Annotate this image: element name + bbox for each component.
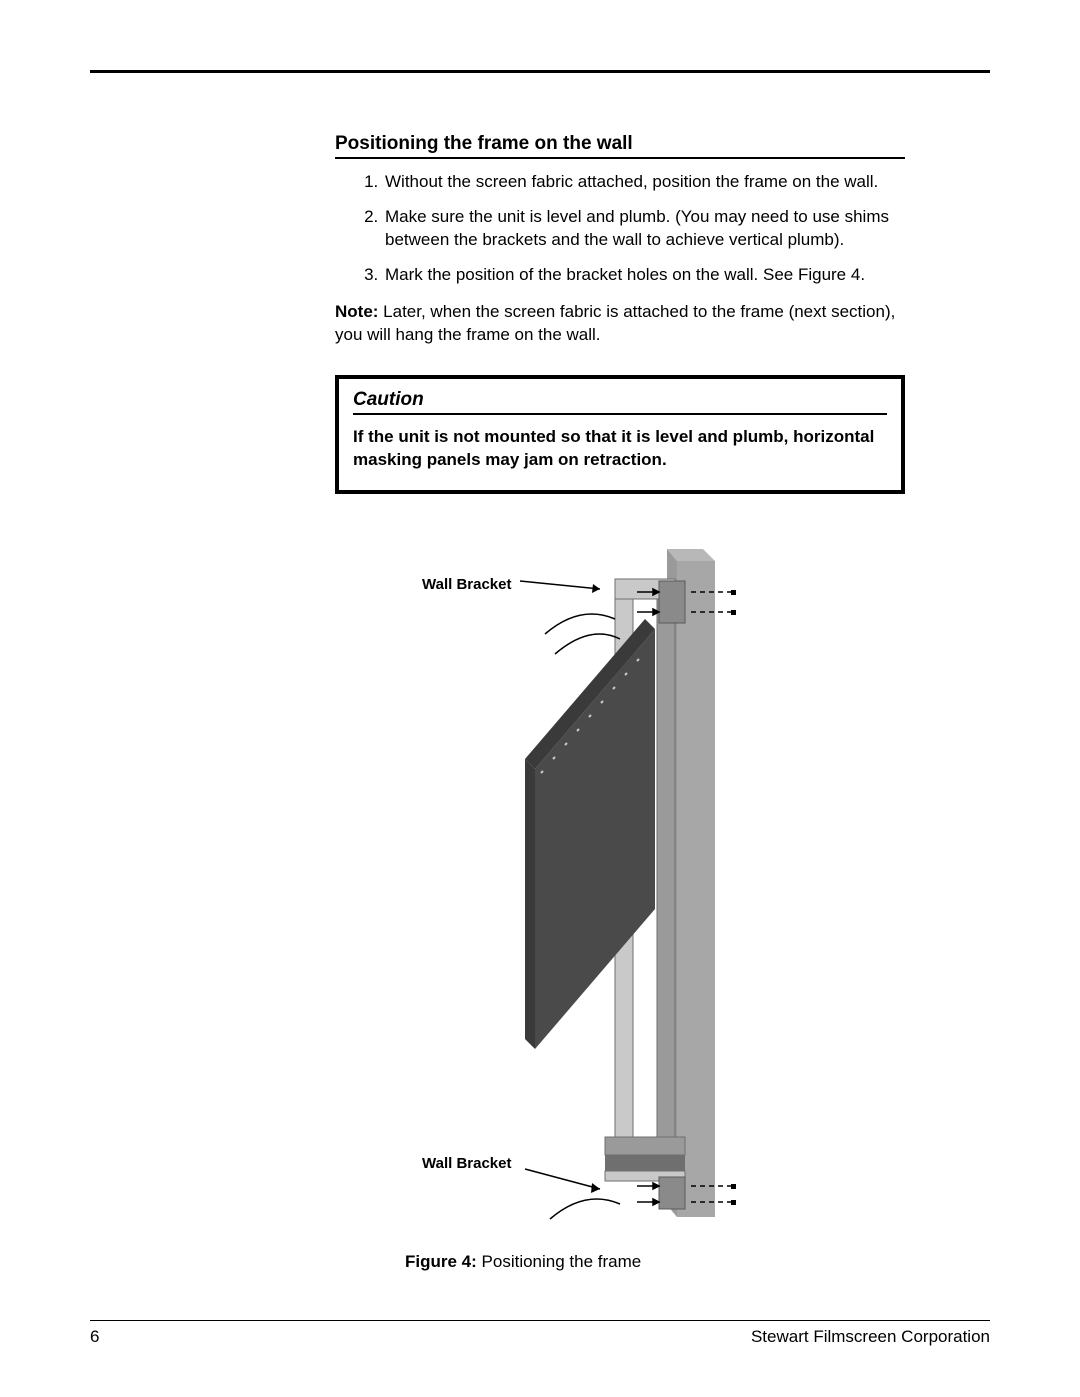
note-paragraph: Note: Later, when the screen fabric is a… [335, 301, 905, 347]
figure-area: Wall Bracket Wall Bracket [335, 549, 905, 1254]
figure-illustration [405, 549, 765, 1229]
page-footer: 6 Stewart Filmscreen Corporation [90, 1320, 990, 1347]
step-item: Without the screen fabric attached, posi… [383, 171, 905, 194]
step-item: Make sure the unit is level and plumb. (… [383, 206, 905, 252]
note-text: Later, when the screen fabric is attache… [335, 302, 895, 344]
top-rule [90, 70, 990, 73]
caution-text: If the unit is not mounted so that it is… [353, 425, 887, 473]
footer-company: Stewart Filmscreen Corporation [751, 1327, 990, 1347]
caution-box: Caution If the unit is not mounted so th… [335, 375, 905, 495]
page-number: 6 [90, 1327, 99, 1347]
caution-heading: Caution [353, 389, 887, 415]
section-heading: Positioning the frame on the wall [335, 133, 905, 159]
figure-caption-text: Positioning the frame [477, 1252, 641, 1271]
figure-caption-label: Figure 4: [405, 1252, 477, 1271]
figure-caption: Figure 4: Positioning the frame [405, 1252, 641, 1272]
note-label: Note: [335, 302, 378, 321]
step-list: Without the screen fabric attached, posi… [335, 171, 905, 287]
step-item: Mark the position of the bracket holes o… [383, 264, 905, 287]
